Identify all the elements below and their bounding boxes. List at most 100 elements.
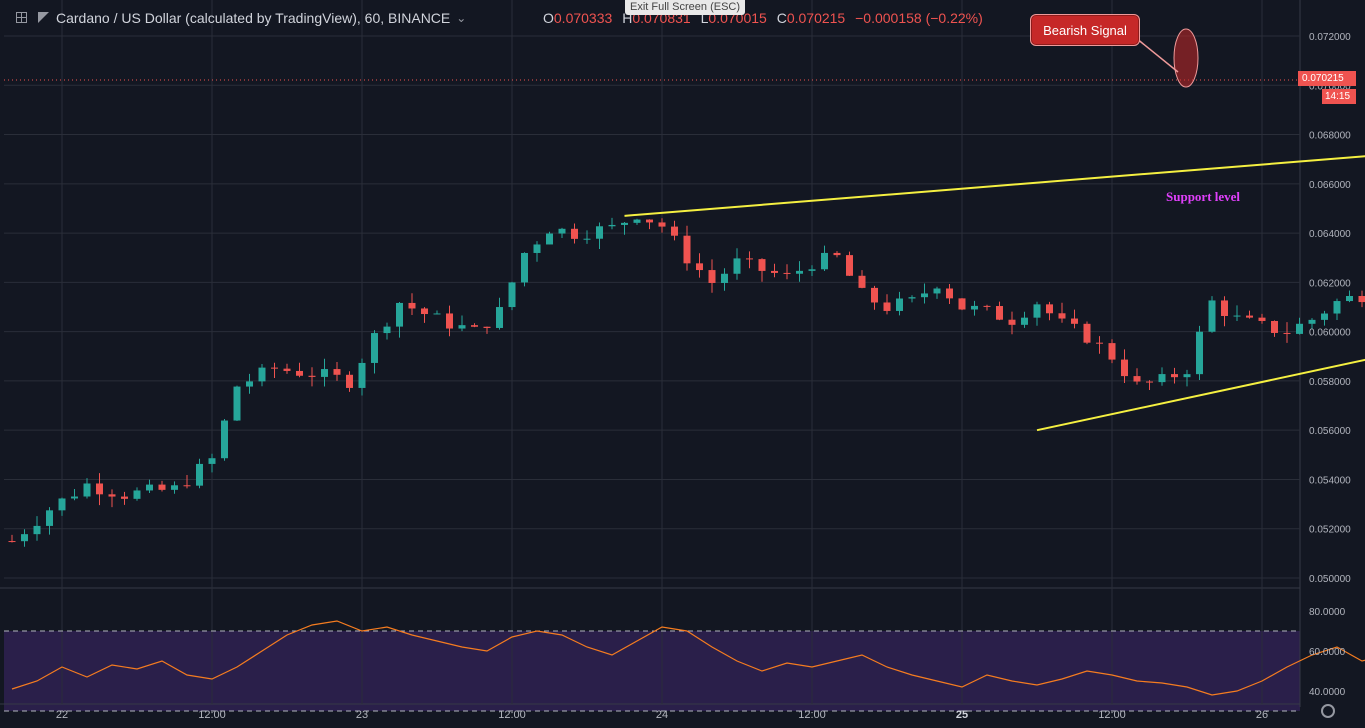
candle-body [383, 326, 391, 334]
candle-body [1346, 295, 1353, 302]
candle-body [471, 325, 478, 327]
candle-body [696, 263, 703, 271]
candle-body [246, 381, 253, 387]
candle-body [558, 228, 566, 234]
candles [8, 217, 1365, 547]
h-label: H [622, 10, 633, 26]
candle-body [1196, 331, 1203, 375]
candle-body [8, 541, 16, 543]
candle-body [1221, 300, 1228, 316]
trendlines [4, 28, 1365, 432]
gear-icon[interactable] [1321, 704, 1335, 718]
candle-body [258, 367, 266, 382]
y-tick-label: 0.060000 [1309, 328, 1351, 339]
candle-body [1233, 315, 1241, 317]
candle-body [708, 270, 716, 283]
axes: 0.072000 0.070000 0.068000 0.066000 0.064000… [56, 32, 1351, 721]
candle-body [658, 222, 666, 227]
candle-body [908, 297, 916, 299]
candle-body [1008, 319, 1016, 325]
x-tick-label: 25 [956, 709, 968, 721]
candle-body [796, 270, 803, 274]
y-tick-label: 0.054000 [1309, 475, 1351, 486]
candle-body [458, 325, 466, 329]
candle-body [721, 273, 728, 283]
rsi-line [11, 620, 1365, 696]
candle-body [883, 302, 891, 311]
candle-body [983, 305, 991, 307]
open-value: 0.070333 [553, 10, 613, 26]
candle-body [296, 370, 303, 376]
candle-body [846, 255, 853, 276]
candle-body [896, 298, 903, 311]
rsi-tick-label: 40.0000 [1309, 687, 1346, 698]
candle-body [408, 302, 416, 309]
last-price-tag: 0.070215 [1298, 71, 1356, 86]
x-tick-label: 26 [1256, 709, 1268, 721]
candle-body [733, 258, 741, 274]
close-value: 0.070215 [786, 10, 846, 26]
candle-body [821, 252, 828, 270]
chevron-down-icon[interactable]: ⌄ [456, 11, 467, 25]
candle-body [608, 224, 616, 227]
candle-body [621, 222, 628, 225]
candle-body [1096, 342, 1103, 344]
candle-body [946, 288, 953, 299]
candle-body [196, 463, 203, 486]
candle-body [1321, 313, 1328, 320]
bearish-highlight [1173, 28, 1199, 88]
candle-body [546, 233, 553, 245]
candle-body [171, 485, 178, 490]
candle-body [283, 368, 291, 371]
add-symbol-icon[interactable] [16, 12, 27, 23]
symbol-title[interactable]: Cardano / US Dollar (calculated by Tradi… [56, 10, 451, 26]
candle-body [121, 496, 128, 499]
y-tick-label: 0.064000 [1309, 229, 1351, 240]
candle-body [671, 226, 678, 236]
candle-body [508, 282, 516, 308]
candle-body [21, 534, 28, 542]
y-tick-label: 0.058000 [1309, 377, 1351, 388]
candle-body [33, 525, 41, 535]
candle-body [346, 374, 353, 388]
candle-body [783, 272, 791, 274]
c-label: C [776, 10, 787, 26]
candle-body [58, 498, 66, 511]
candle-body [221, 420, 228, 459]
candle-body [583, 238, 591, 240]
ohlc-readout: O0.070333 H0.070831 L0.070015 C0.070215 … [543, 10, 989, 26]
candle-body [833, 252, 841, 256]
x-tick-label: 24 [656, 709, 668, 721]
y-tick-label: 0.062000 [1309, 278, 1351, 289]
rsi-tick-label: 80.0000 [1309, 607, 1346, 618]
candle-body [683, 235, 691, 264]
candle-body [958, 298, 966, 310]
candle-body [46, 510, 53, 526]
candle-body [321, 369, 328, 377]
y-tick-label: 0.070000 [1309, 81, 1351, 92]
exit-fullscreen-button[interactable]: Exit Full Screen (ESC) [625, 0, 745, 15]
candle-body [571, 228, 578, 239]
candle-body [1358, 295, 1365, 303]
candle-body [158, 484, 166, 490]
chart-title[interactable]: Cardano / US Dollar (calculated by Tradi… [56, 10, 466, 26]
x-tick-label: 22 [56, 709, 68, 721]
candle-body [1133, 376, 1141, 382]
countdown-tag: 14:15 [1322, 89, 1356, 104]
candle-body [933, 288, 941, 294]
y-tick-label: 0.072000 [1309, 32, 1351, 43]
candle-body [483, 326, 491, 328]
candle-body [533, 244, 541, 253]
grid [0, 0, 1301, 712]
candle-body [1021, 317, 1028, 325]
candle-body [1083, 323, 1091, 343]
candle-body [1121, 359, 1128, 377]
y-tick-label: 0.056000 [1309, 426, 1351, 437]
candle-body [1283, 332, 1291, 334]
candle-body [921, 293, 928, 298]
o-label: O [543, 10, 554, 26]
x-tick-label: 12:00 [798, 709, 826, 721]
candle-body [233, 386, 241, 421]
l-label: L [700, 10, 709, 26]
